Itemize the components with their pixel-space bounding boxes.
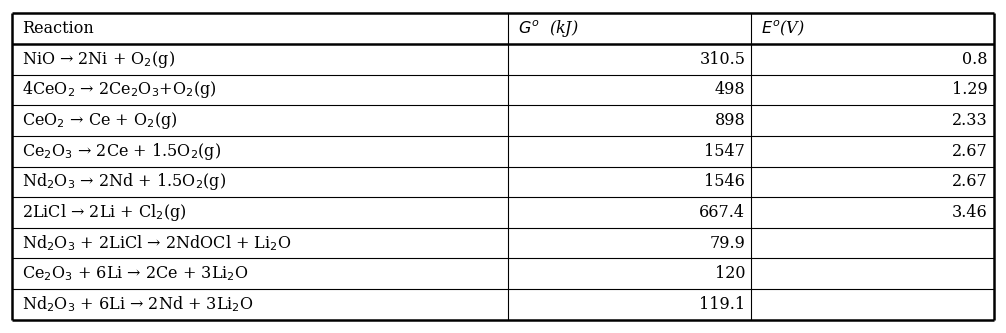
Text: 0.8: 0.8 <box>963 51 988 68</box>
Text: 1546: 1546 <box>704 173 745 190</box>
Text: 119.1: 119.1 <box>699 296 745 313</box>
Text: Nd$_2$O$_3$ + 2LiCl → 2NdOCl + Li$_2$O: Nd$_2$O$_3$ + 2LiCl → 2NdOCl + Li$_2$O <box>22 233 292 253</box>
Text: 898: 898 <box>714 112 745 129</box>
Text: 498: 498 <box>714 81 745 99</box>
Text: $E^o$(V): $E^o$(V) <box>762 19 806 38</box>
Text: 310.5: 310.5 <box>699 51 745 68</box>
Text: 1547: 1547 <box>704 143 745 160</box>
Text: 2.67: 2.67 <box>952 143 988 160</box>
Text: 667.4: 667.4 <box>699 204 745 221</box>
Text: 3.46: 3.46 <box>952 204 988 221</box>
Text: Reaction: Reaction <box>22 20 94 37</box>
Text: CeO$_2$ → Ce + O$_2$(g): CeO$_2$ → Ce + O$_2$(g) <box>22 110 178 131</box>
Text: Ce$_2$O$_3$ + 6Li → 2Ce + 3Li$_2$O: Ce$_2$O$_3$ + 6Li → 2Ce + 3Li$_2$O <box>22 264 248 283</box>
Text: 4CeO$_2$ → 2Ce$_2$O$_3$+O$_2$(g): 4CeO$_2$ → 2Ce$_2$O$_3$+O$_2$(g) <box>22 79 216 101</box>
Text: Nd$_2$O$_3$ + 6Li → 2Nd + 3Li$_2$O: Nd$_2$O$_3$ + 6Li → 2Nd + 3Li$_2$O <box>22 294 254 314</box>
Text: $G^o$  (kJ): $G^o$ (kJ) <box>518 18 578 39</box>
Text: 2LiCl → 2Li + Cl$_2$(g): 2LiCl → 2Li + Cl$_2$(g) <box>22 202 187 223</box>
Text: Nd$_2$O$_3$ → 2Nd + 1.5O$_2$(g): Nd$_2$O$_3$ → 2Nd + 1.5O$_2$(g) <box>22 171 226 192</box>
Text: 2.67: 2.67 <box>952 173 988 190</box>
Text: Ce$_2$O$_3$ → 2Ce + 1.5O$_2$(g): Ce$_2$O$_3$ → 2Ce + 1.5O$_2$(g) <box>22 141 221 162</box>
Text: 2.33: 2.33 <box>952 112 988 129</box>
Text: 1.29: 1.29 <box>952 81 988 99</box>
Text: NiO → 2Ni + O$_2$(g): NiO → 2Ni + O$_2$(g) <box>22 49 175 70</box>
Text: 120: 120 <box>715 265 745 282</box>
Text: 79.9: 79.9 <box>709 234 745 252</box>
